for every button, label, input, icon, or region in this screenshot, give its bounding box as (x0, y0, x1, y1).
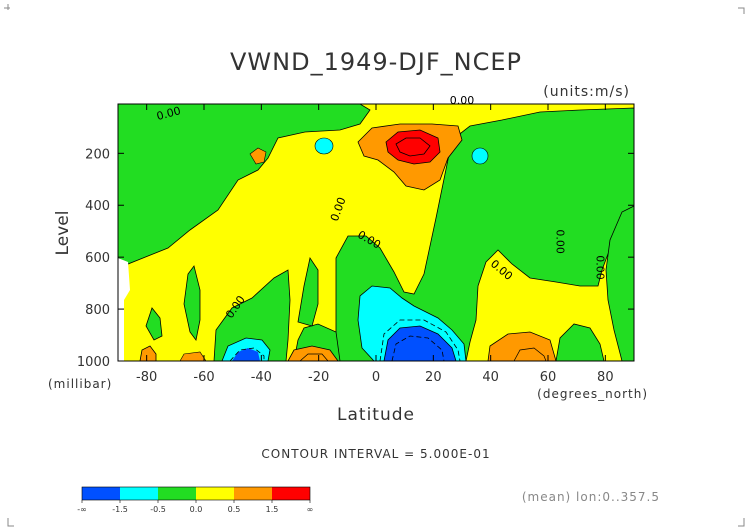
colorbar-swatch (234, 487, 272, 500)
region-green-tropics-nh (335, 107, 634, 361)
colorbar-label: -0.5 (150, 505, 166, 514)
region-orange-bottom-mid (287, 345, 339, 361)
y-axis: 200 400 600 800 1000 (77, 147, 634, 370)
colorbar-label: 1.5 (266, 505, 279, 514)
colorbar: -∞ -1.5 -0.5 0.0 0.5 1.5 ∞ (77, 486, 314, 514)
colorbar-label: -∞ (77, 505, 87, 514)
chart-title: VWND_1949-DJF_NCEP (230, 48, 522, 76)
region-blue-core (383, 325, 457, 361)
contour-label: 0.00 (155, 104, 182, 123)
y-axis-label: Level (53, 211, 73, 256)
x-tick-label: 40 (482, 370, 499, 385)
colorbar-swatch (196, 487, 234, 500)
x-axis-label: Latitude (337, 405, 415, 425)
y-tick-label: 200 (85, 147, 110, 162)
region-cyan-upper-right (471, 147, 489, 165)
region-orange-small-upper (249, 147, 267, 165)
region-green-sh-upper (118, 104, 371, 265)
contour-label: 0.00 (554, 229, 567, 254)
corner-mark-top-right (738, 7, 745, 14)
corner-mark-bottom-left (7, 518, 14, 527)
region-green-narrow (297, 256, 319, 327)
footer-text: (mean) lon:0..357.5 (522, 490, 660, 504)
region-green-strip (183, 265, 201, 341)
colorbar-label: 0.5 (228, 505, 241, 514)
region-cyan-upper-left (314, 137, 334, 155)
region-green-right-edge (605, 205, 634, 361)
region-blue-left-bottom (232, 348, 260, 361)
region-orange-bottom-left (139, 345, 157, 361)
region-orange-bottom-sh (179, 351, 207, 361)
x-axis-units: (degrees_north) (537, 387, 648, 401)
contour-label: 0.00 (594, 255, 607, 280)
colorbar-swatch (158, 487, 196, 500)
contour-line-negative-outer (379, 319, 461, 361)
corner-mark-top-left (4, 4, 10, 10)
contour-line-jet-max (395, 137, 431, 157)
y-tick-label: 800 (85, 303, 110, 318)
x-tick-label: 80 (597, 370, 614, 385)
contour-field (118, 104, 634, 361)
colorbar-label: -1.5 (112, 505, 128, 514)
x-axis: -80 -60 -40 -20 0 20 40 60 80 (136, 104, 614, 385)
colorbar-swatch (82, 487, 120, 500)
x-tick-label: -80 (136, 370, 157, 385)
y-tick-label: 600 (85, 251, 110, 266)
colorbar-label: 0.0 (190, 505, 203, 514)
region-orange-bottom-nh (487, 331, 557, 361)
x-tick-label: -40 (251, 370, 272, 385)
region-green-right-lower (555, 323, 605, 361)
corner-marks (4, 4, 745, 527)
y-tick-label: 1000 (77, 355, 110, 370)
x-tick-label: -60 (193, 370, 214, 385)
contour-interval-text: CONTOUR INTERVAL = 5.000E-01 (261, 447, 490, 461)
contour-line-bottom-nh (513, 347, 547, 361)
region-green-lower-left (213, 269, 291, 361)
colorbar-swatch (272, 487, 310, 500)
y-axis-units: (millibar) (48, 377, 112, 391)
corner-mark-bottom-right (738, 518, 745, 527)
x-tick-label: 60 (540, 370, 557, 385)
contour-line-negative-left (229, 347, 265, 361)
region-green-far-left (145, 307, 163, 341)
units-label: (units:m/s) (543, 84, 630, 100)
region-red-jet-core (385, 129, 441, 165)
x-tick-label: -20 (308, 370, 329, 385)
y-tick-label: 400 (85, 199, 110, 214)
x-tick-label: 20 (425, 370, 442, 385)
colorbar-swatch (120, 487, 158, 500)
x-tick-label: 0 (372, 370, 380, 385)
colorbar-label: ∞ (307, 505, 314, 514)
contour-line-negative-inner (391, 335, 445, 361)
contour-line-bottom-mid (299, 353, 329, 361)
contour-label: 0.00 (450, 94, 475, 107)
